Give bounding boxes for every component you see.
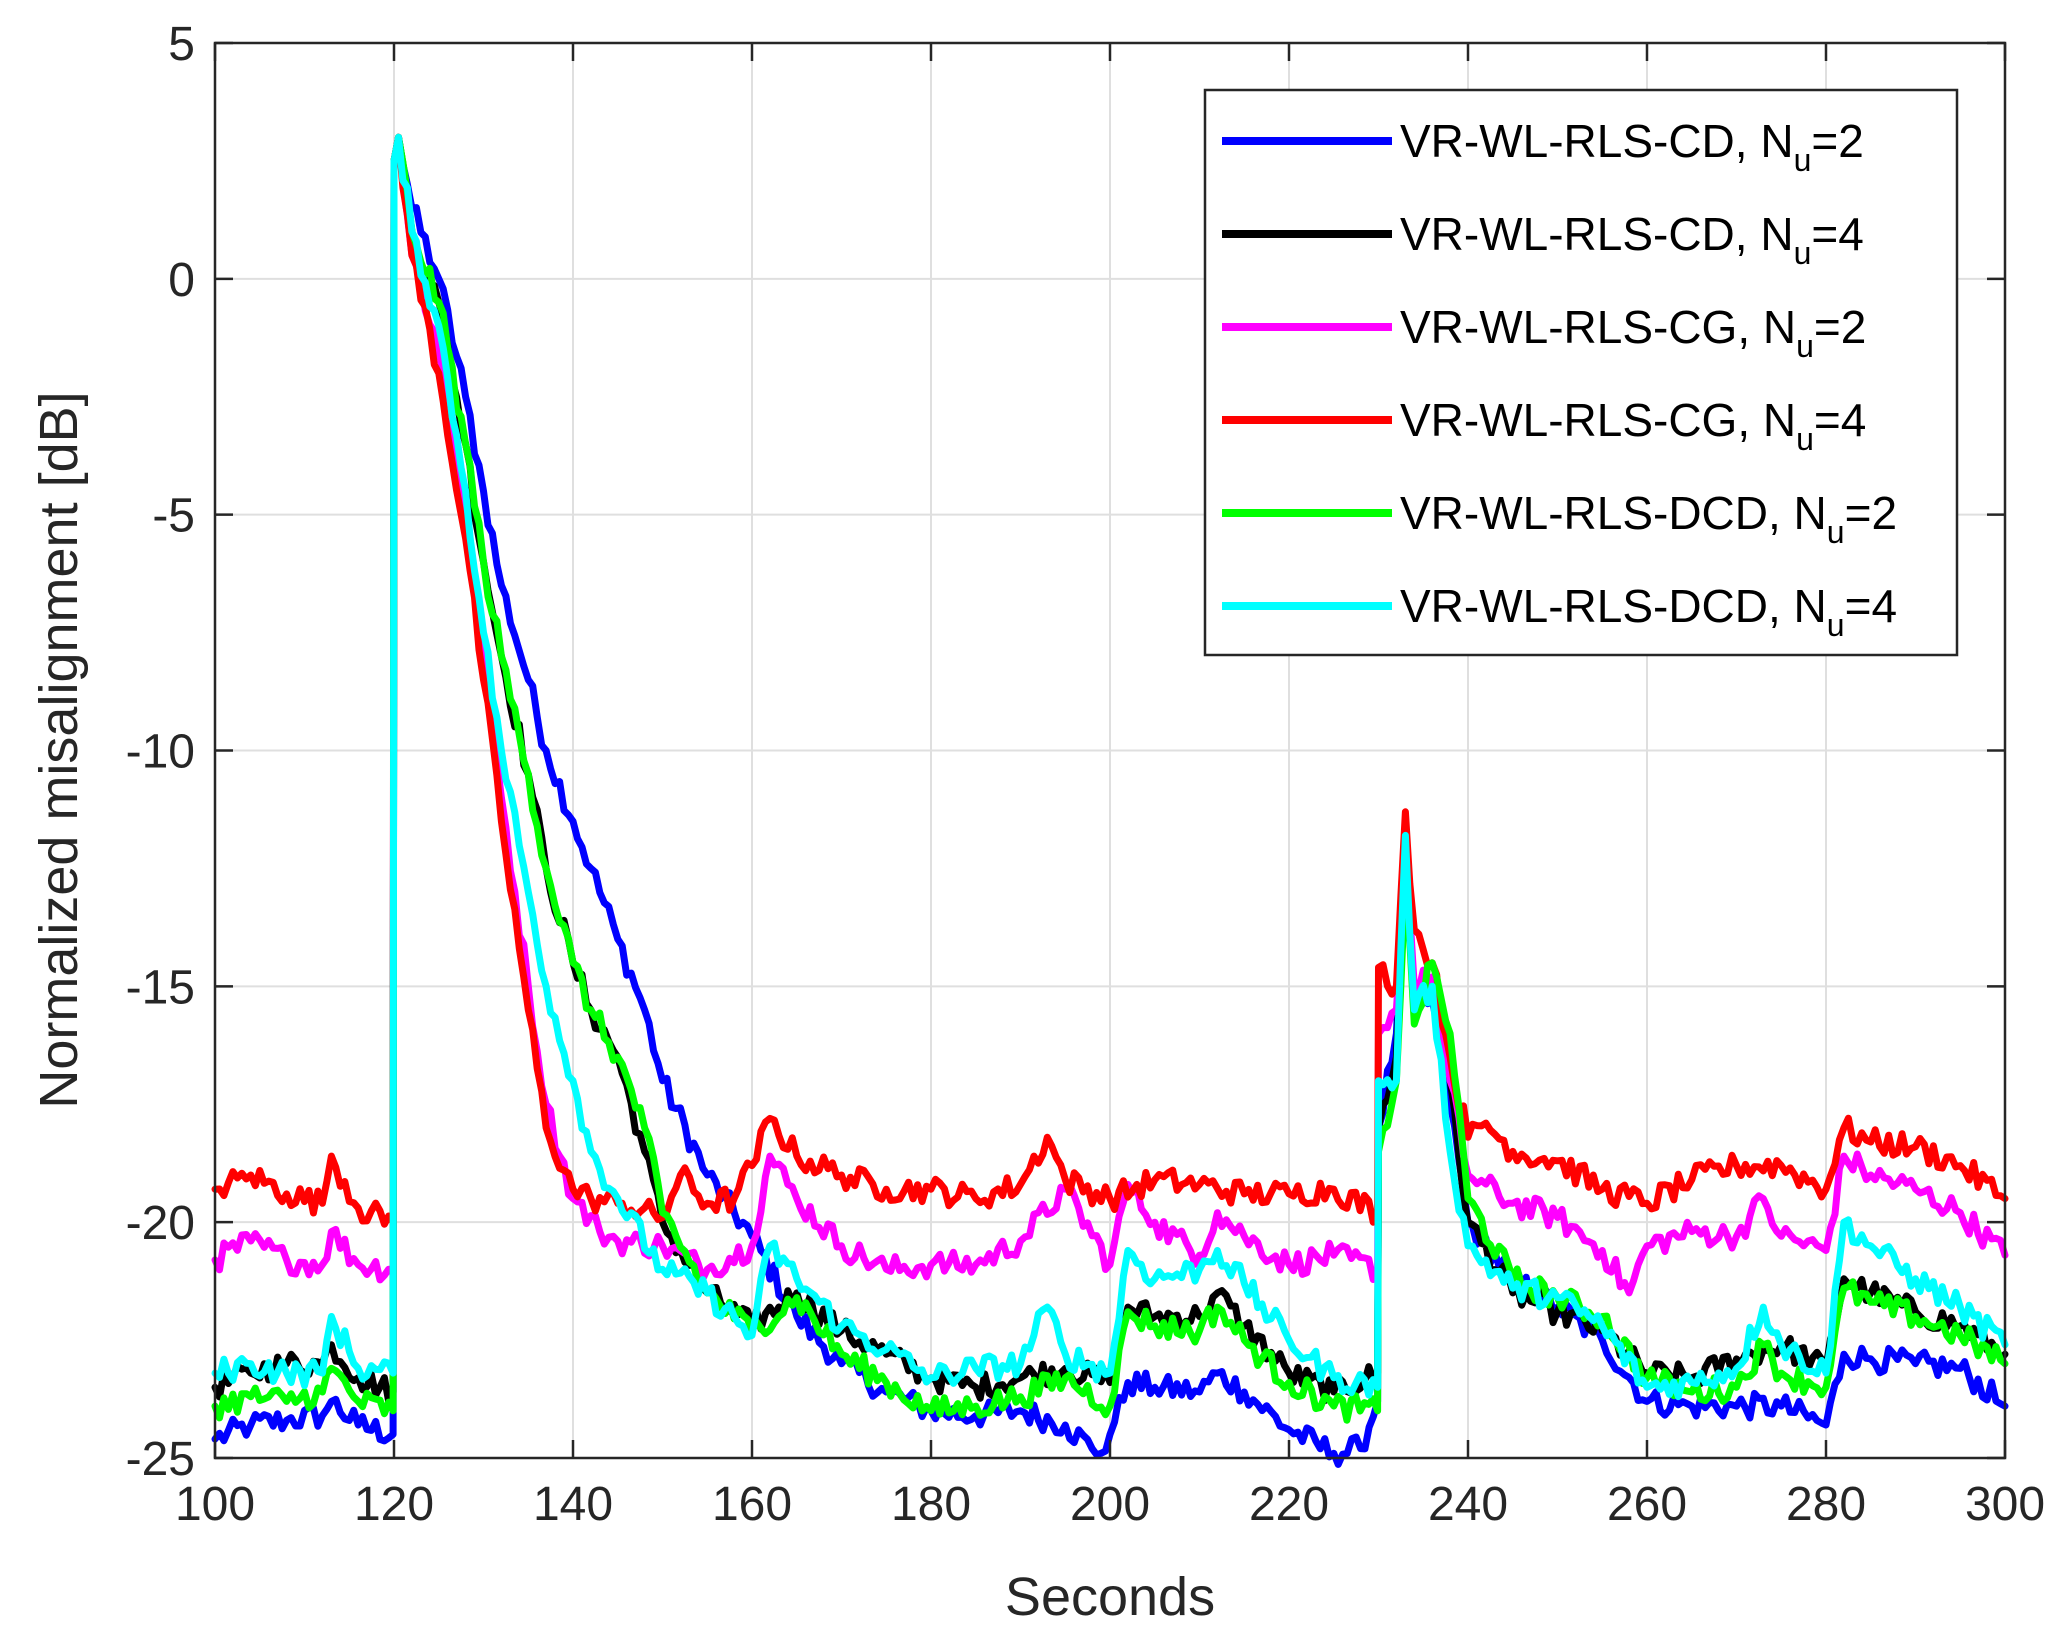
x-axis-title: Seconds <box>1005 1567 1215 1627</box>
series-line-4 <box>211 133 2009 1228</box>
y-tick-label: -15 <box>126 961 195 1014</box>
legend-label: VR-WL-RLS-CG, Nu=4 <box>1400 394 1866 457</box>
y-tick-label: -10 <box>126 726 195 779</box>
x-tick-label: 260 <box>1607 1478 1687 1531</box>
series-line-1 <box>211 133 2009 1468</box>
series-lines <box>211 133 2009 1468</box>
legend: VR-WL-RLS-CD, Nu=2 VR-WL-RLS-CD, Nu=4 VR-W… <box>1203 88 1959 657</box>
x-tick-labels: 100 120 140 160 180 200 220 240 260 280 300 <box>175 1478 2045 1531</box>
x-tick-label: 240 <box>1428 1478 1508 1531</box>
x-tick-label: 200 <box>1070 1478 1150 1531</box>
legend-label: VR-WL-RLS-CG, Nu=2 <box>1400 301 1866 364</box>
x-tick-label: 180 <box>891 1478 971 1531</box>
x-tick-label: 300 <box>1965 1478 2045 1531</box>
series-line-6 <box>211 133 2009 1401</box>
legend-entries: VR-WL-RLS-CD, Nu=2 VR-WL-RLS-CD, Nu=4 VR-W… <box>1222 115 1897 643</box>
axis-ticks <box>213 41 2007 1460</box>
legend-box <box>1203 88 1959 657</box>
y-tick-label: -5 <box>152 490 195 543</box>
y-tick-label: 5 <box>168 18 195 71</box>
legend-label: VR-WL-RLS-DCD, Nu=2 <box>1400 487 1897 550</box>
x-tick-label: 140 <box>533 1478 613 1531</box>
y-axis-title: Normalized misalignment [dB] <box>29 391 89 1108</box>
legend-label: VR-WL-RLS-DCD, Nu=4 <box>1400 580 1897 643</box>
x-tick-label: 100 <box>175 1478 255 1531</box>
x-tick-label: 220 <box>1249 1478 1329 1531</box>
legend-label: VR-WL-RLS-CD, Nu=2 <box>1400 115 1864 178</box>
x-tick-label: 280 <box>1786 1478 1866 1531</box>
series-line-5 <box>211 133 2009 1424</box>
x-tick-label: 120 <box>354 1478 434 1531</box>
x-tick-label: 160 <box>712 1478 792 1531</box>
legend-label: VR-WL-RLS-CD, Nu=4 <box>1400 208 1864 271</box>
y-tick-label: 0 <box>168 254 195 307</box>
y-tick-labels: 5 0 -5 -10 -15 -20 -25 <box>126 18 195 1486</box>
y-tick-label: -25 <box>126 1433 195 1486</box>
y-tick-label: -20 <box>126 1197 195 1250</box>
